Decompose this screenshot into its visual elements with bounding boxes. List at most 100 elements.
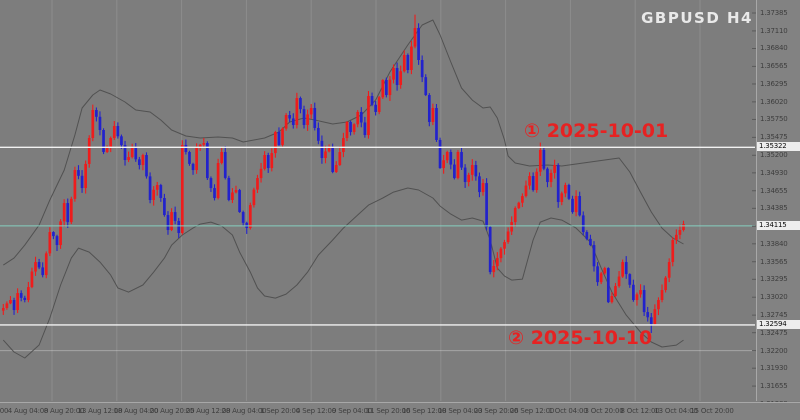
candle: [657, 297, 660, 316]
candle: [102, 128, 105, 155]
price-axis[interactable]: 1.37385 1.37110 1.36840 1.36565 1.36295 1.360…: [756, 0, 800, 408]
candle: [295, 92, 299, 129]
candle: [30, 267, 34, 289]
candle: [456, 150, 460, 180]
time-tick-label: 1 Sep 20:00: [259, 407, 301, 415]
candle-body: [327, 148, 331, 152]
candle: [671, 237, 675, 267]
annotation-date-2[interactable]: ② 2025-10-10: [508, 327, 653, 349]
candle-body: [424, 77, 428, 96]
candle-body: [256, 178, 259, 190]
candle-body: [395, 68, 399, 86]
candle: [546, 167, 549, 188]
candle: [180, 140, 184, 235]
candle: [213, 184, 216, 201]
price-tick-label: 1.34930: [760, 168, 788, 177]
candle-body: [274, 132, 277, 154]
candle: [223, 146, 227, 180]
candle-body: [524, 185, 528, 197]
candle: [288, 110, 292, 123]
candle-body: [646, 312, 650, 318]
candle-body: [95, 110, 98, 117]
candle: [578, 191, 582, 217]
candle: [470, 159, 474, 181]
candle: [442, 154, 445, 174]
candle: [209, 176, 213, 192]
candle-body: [291, 118, 295, 125]
candle-body: [621, 262, 624, 277]
candle-body: [281, 128, 284, 145]
candle: [152, 186, 156, 206]
time-tick-label: 15 Oct 20:00: [690, 407, 734, 415]
candle-body: [80, 175, 84, 189]
candle-body: [510, 222, 514, 232]
candle: [177, 217, 181, 239]
candle-body: [306, 114, 309, 125]
candle-body: [324, 151, 327, 159]
candle: [664, 276, 667, 293]
bollinger-upper-band: [3, 19, 684, 266]
price-tick-label: 1.36295: [760, 79, 788, 88]
candle-body: [184, 144, 188, 153]
candle: [84, 160, 87, 194]
candle-body: [198, 144, 202, 149]
candle-body: [470, 165, 474, 175]
candle: [227, 175, 231, 202]
candle: [674, 229, 678, 244]
candle-body: [610, 296, 614, 303]
candle: [274, 130, 277, 158]
candles-layer: [1, 14, 685, 334]
candle-body: [145, 155, 148, 177]
candle-body: [485, 183, 488, 227]
candle-body: [639, 290, 642, 295]
candle: [517, 201, 521, 210]
candle: [538, 142, 542, 176]
candle-body: [91, 110, 95, 139]
candle-body: [517, 202, 521, 209]
candle: [155, 181, 159, 196]
candle-body: [170, 212, 173, 231]
candle-body: [252, 189, 256, 206]
candle-body: [413, 27, 417, 47]
candle-body: [632, 284, 635, 301]
candle: [263, 151, 266, 171]
candle: [59, 219, 62, 249]
candle-body: [546, 168, 549, 183]
candle-body: [320, 140, 324, 159]
candle-body: [316, 127, 320, 141]
candle: [41, 262, 45, 278]
candle: [610, 292, 614, 304]
candle-body: [241, 212, 245, 223]
candle: [302, 105, 306, 129]
candle-body: [667, 262, 671, 278]
candle: [495, 252, 499, 271]
time-tick-label: 18 Aug 04:00: [113, 407, 159, 415]
candle: [73, 166, 77, 202]
candle: [370, 92, 374, 107]
annotation-date-1[interactable]: ① 2025-10-01: [524, 120, 669, 142]
candle: [27, 281, 30, 303]
price-tick-label: 1.33020: [760, 293, 788, 302]
candle: [413, 14, 417, 49]
candle: [488, 225, 492, 275]
candle: [338, 146, 342, 166]
candle: [191, 162, 195, 175]
price-tick-label: 1.35750: [760, 115, 788, 124]
candle: [313, 102, 317, 131]
candle: [34, 256, 37, 276]
candle-body: [449, 152, 453, 165]
candle-body: [37, 262, 41, 268]
candle-body: [521, 196, 524, 203]
candle: [385, 77, 388, 98]
candle-body: [19, 293, 23, 298]
candle-body: [481, 183, 485, 193]
time-axis[interactable]: 00 4 Aug 04:00 8 Aug 20:00 13 Aug 12:00 18 A…: [0, 402, 800, 420]
candle: [105, 145, 109, 154]
candle-body: [177, 220, 181, 234]
candle: [91, 104, 95, 142]
candle: [291, 113, 295, 129]
candle: [95, 107, 98, 122]
time-tick-label: 8 Aug 20:00: [43, 407, 85, 415]
candle: [356, 110, 360, 128]
